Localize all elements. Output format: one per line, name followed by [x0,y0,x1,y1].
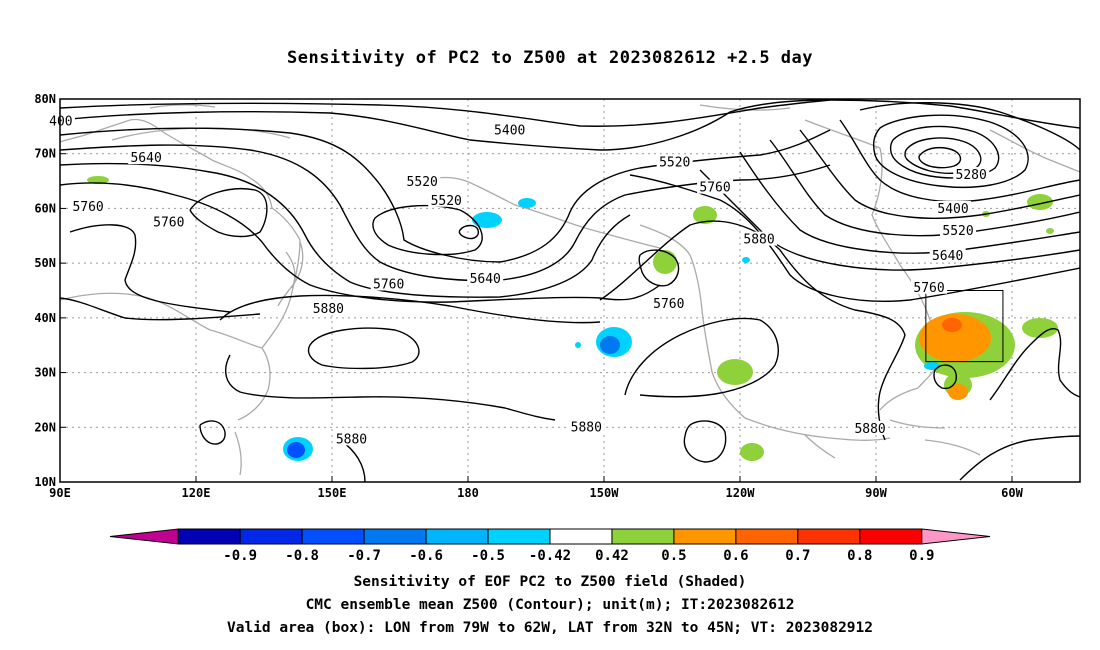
colorbar-swatch [549,528,613,545]
contour-label-bg [404,174,441,189]
latitude-axis: 80N 70N 60N 50N 40N 30N 20N 10N [34,92,66,489]
lon-tick-label: 60W [1001,486,1023,500]
contour-label-bg [70,198,107,213]
contour-label: 5640 [130,151,161,166]
colorbar-label: -0.9 [223,548,257,564]
contour-label-bg [467,271,504,286]
lon-tick-label: 150W [590,486,620,500]
colorbar-label: -0.8 [285,548,319,564]
contour-label-bg [333,431,370,446]
contour-label-bg [370,276,407,291]
contour-label-bg [428,192,465,207]
lat-tick-label: 60N [34,201,56,215]
colorbar-swatch [363,528,427,545]
contour-label: 5880 [854,422,885,437]
colorbar: -0.9 -0.8 -0.7 -0.6 -0.5 -0.42 0.42 0.5 0.6 0.7 0.… [109,528,991,564]
valid-area-box [925,290,1004,363]
lat-tick-label: 10N [34,475,56,489]
colorbar-swatch [239,528,303,545]
page-title: Sensitivity of PC2 to Z500 at 2023082612… [286,48,813,68]
contour-label-bg [953,167,990,182]
colorbar-swatch [735,528,799,545]
contour-labels: 400 5400 5520 5640 5520 5520 5760 5760 5760 5880 5… [46,113,990,447]
contour-label: 5400 [937,202,968,217]
lon-tick-label: 90E [49,486,71,500]
colorbar-max-triangle [921,528,991,545]
contour-label-bg [741,231,778,246]
lat-tick-label: 80N [34,92,56,106]
colorbar-swatch [611,528,675,545]
contour-label: 5520 [407,175,438,190]
contour-label-bg [310,301,347,316]
colorbar-label: -0.7 [347,548,381,564]
contour-label: 5400 [494,124,525,139]
colorbar-label: 0.7 [785,548,810,564]
contour-label: 5880 [336,432,367,447]
contour-label: 5760 [72,200,103,215]
lat-tick-label: 70N [34,147,56,161]
colorbar-swatch [301,528,365,545]
contour-label-bg [940,222,977,237]
contour-label: 5520 [431,194,462,209]
caption-line-3: Valid area (box): LON from 79W to 62W, L… [226,620,873,636]
colorbar-swatch [673,528,737,545]
contour-label-bg [656,154,693,169]
colorbar-min-triangle [109,528,179,545]
colorbar-swatch [487,528,551,545]
lat-tick-label: 40N [34,311,56,325]
contour-label-bg [128,150,165,165]
contour-label: 5760 [373,277,404,292]
contour-label: 5640 [470,272,501,287]
lon-tick-label: 120E [182,486,211,500]
colorbar-swatch [859,528,923,545]
caption-line-1: Sensitivity of EOF PC2 to Z500 field (Sh… [353,574,747,590]
colorbar-label: 0.42 [595,548,629,564]
lon-tick-label: 150E [318,486,347,500]
lon-tick-label: 90W [865,486,887,500]
contour-label: 5760 [699,181,730,196]
contour-label: 5520 [942,224,973,239]
lat-tick-label: 30N [34,366,56,380]
lat-tick-label: 20N [34,420,56,434]
colorbar-label: 0.9 [909,548,934,564]
contour-label-bg [46,113,75,128]
contour-label-bg [935,200,972,215]
contour-label-bg [568,419,605,434]
contour-label: 5880 [743,233,774,248]
colorbar-label: 0.5 [661,548,686,564]
contour-label: 5760 [153,216,184,231]
longitude-axis: 90E 120E 150E 180 150W 120W 90W 60W [49,476,1024,500]
lat-tick-label: 50N [34,256,56,270]
colorbar-swatch [425,528,489,545]
contour-label: 5760 [653,297,684,312]
colorbar-swatch [177,528,241,545]
contour-label-bg [697,179,734,194]
contour-label: 5880 [313,302,344,317]
colorbar-label: 0.6 [723,548,748,564]
lon-tick-label: 120W [726,486,756,500]
contour-label: 5760 [913,281,944,296]
contour-label: 5520 [659,155,690,170]
contour-label-bg [491,122,528,137]
lon-tick-label: 180 [457,486,479,500]
contour-label-bg [929,248,966,263]
gridlines [60,99,1080,482]
colorbar-label: 0.8 [847,548,872,564]
map-frame [59,98,1081,483]
caption-line-2: CMC ensemble mean Z500 (Contour); unit(m… [305,597,795,613]
colorbar-swatch [797,528,861,545]
contour-label-bg [150,214,187,229]
contour-label: 5880 [571,420,602,435]
colorbar-label: -0.42 [529,548,571,564]
contour-label: 400 [49,114,72,129]
colorbar-label: -0.6 [409,548,443,564]
contour-label: 5280 [956,168,987,183]
contour-label-bg [650,296,687,311]
contour-label-bg [852,420,889,435]
colorbar-label: -0.5 [471,548,505,564]
contour-label: 5640 [932,249,963,264]
sensitivity-shading [87,176,1058,461]
contour-label-bg [911,279,948,294]
